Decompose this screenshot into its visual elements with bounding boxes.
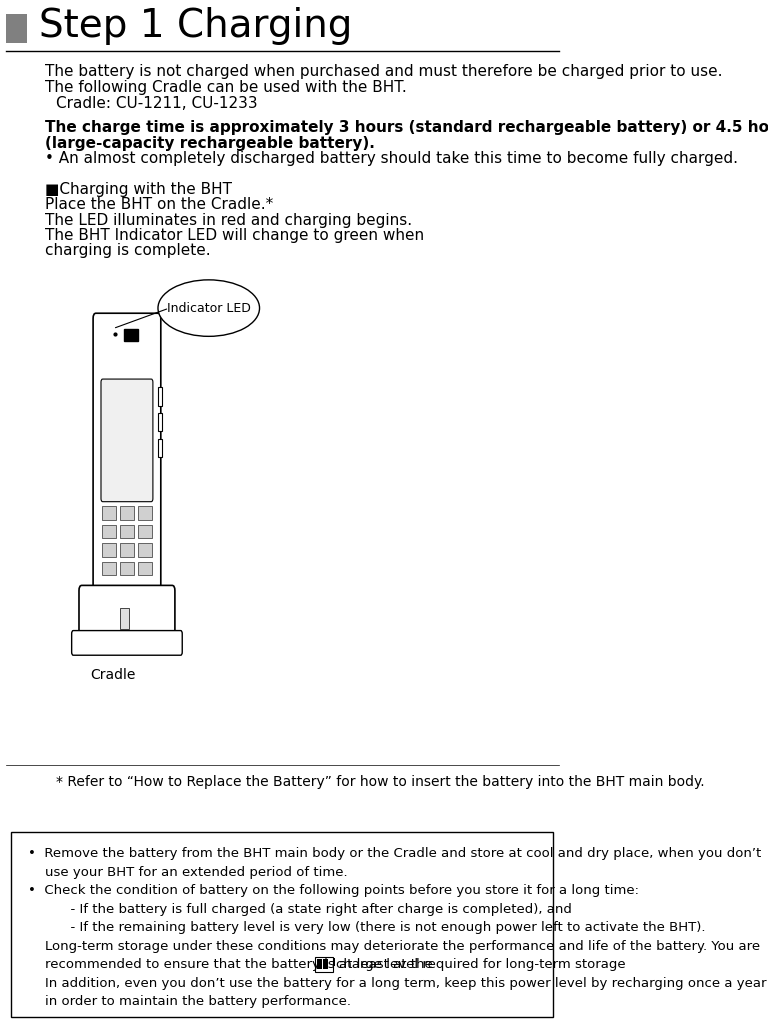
Bar [158,439,163,457]
Text: Cradle: CU-1211, CU-1233: Cradle: CU-1211, CU-1233 [56,96,258,111]
Bar [120,608,128,629]
Text: Place the BHT on the Cradle.*: Place the BHT on the Cradle.* [45,197,273,213]
Bar [101,562,116,575]
Bar [120,543,134,557]
FancyBboxPatch shape [5,13,27,43]
Bar [101,506,116,520]
Text: charging is complete.: charging is complete. [45,243,210,259]
Text: • An almost completely discharged battery should take this time to become fully : • An almost completely discharged batter… [45,151,738,166]
Text: - If the battery is full charged (a state right after charge is completed), and: - If the battery is full charged (a stat… [28,903,572,916]
Text: Cradle: Cradle [90,668,135,682]
FancyBboxPatch shape [93,313,161,601]
Bar [101,543,116,557]
Text: The LED illuminates in red and charging begins.: The LED illuminates in red and charging … [45,213,412,228]
Bar [323,959,328,969]
Text: ■Charging with the BHT: ■Charging with the BHT [45,182,232,197]
Text: (large-capacity rechargeable battery).: (large-capacity rechargeable battery). [45,136,375,151]
Text: recommended to ensure that the battery is at least at the: recommended to ensure that the battery i… [28,958,433,972]
Bar [158,413,163,431]
Ellipse shape [158,280,260,336]
Text: * Refer to “How to Replace the Battery” for how to insert the battery into the B: * Refer to “How to Replace the Battery” … [56,775,705,790]
Text: Long-term storage under these conditions may deteriorate the performance and lif: Long-term storage under these conditions… [28,940,760,953]
Text: use your BHT for an extended period of time.: use your BHT for an extended period of t… [28,866,348,879]
Bar [137,562,152,575]
Bar [316,959,322,969]
Text: The battery is not charged when purchased and must therefore be charged prior to: The battery is not charged when purchase… [45,64,723,79]
Bar [158,387,163,406]
Bar [120,562,134,575]
Bar [120,506,134,520]
FancyBboxPatch shape [71,631,182,655]
Bar [137,525,152,538]
Text: in order to maintain the battery performance.: in order to maintain the battery perform… [28,995,351,1009]
Bar [333,958,335,966]
Text: Step 1 Charging: Step 1 Charging [39,6,353,45]
Bar [120,525,134,538]
Text: The BHT Indicator LED will change to green when: The BHT Indicator LED will change to gre… [45,228,424,243]
FancyBboxPatch shape [79,585,175,642]
Text: In addition, even you don’t use the battery for a long term, keep this power lev: In addition, even you don’t use the batt… [28,977,766,990]
Bar [137,543,152,557]
Text: The charge time is approximately 3 hours (standard rechargeable battery) or 4.5 : The charge time is approximately 3 hours… [45,120,768,136]
Bar [315,957,333,972]
Text: •  Check the condition of battery on the following points before you store it fo: • Check the condition of battery on the … [28,884,639,898]
Text: - If the remaining battery level is very low (there is not enough power left to : - If the remaining battery level is very… [28,921,706,935]
Bar [137,506,152,520]
Text: Indicator LED: Indicator LED [167,302,250,314]
Bar [101,525,116,538]
Bar [124,329,138,341]
FancyBboxPatch shape [12,832,553,1017]
Text: •  Remove the battery from the BHT main body or the Cradle and store at cool and: • Remove the battery from the BHT main b… [28,847,761,861]
FancyBboxPatch shape [101,379,153,502]
Text: charge level required for long-term storage: charge level required for long-term stor… [336,958,626,972]
Text: The following Cradle can be used with the BHT.: The following Cradle can be used with th… [45,80,407,96]
